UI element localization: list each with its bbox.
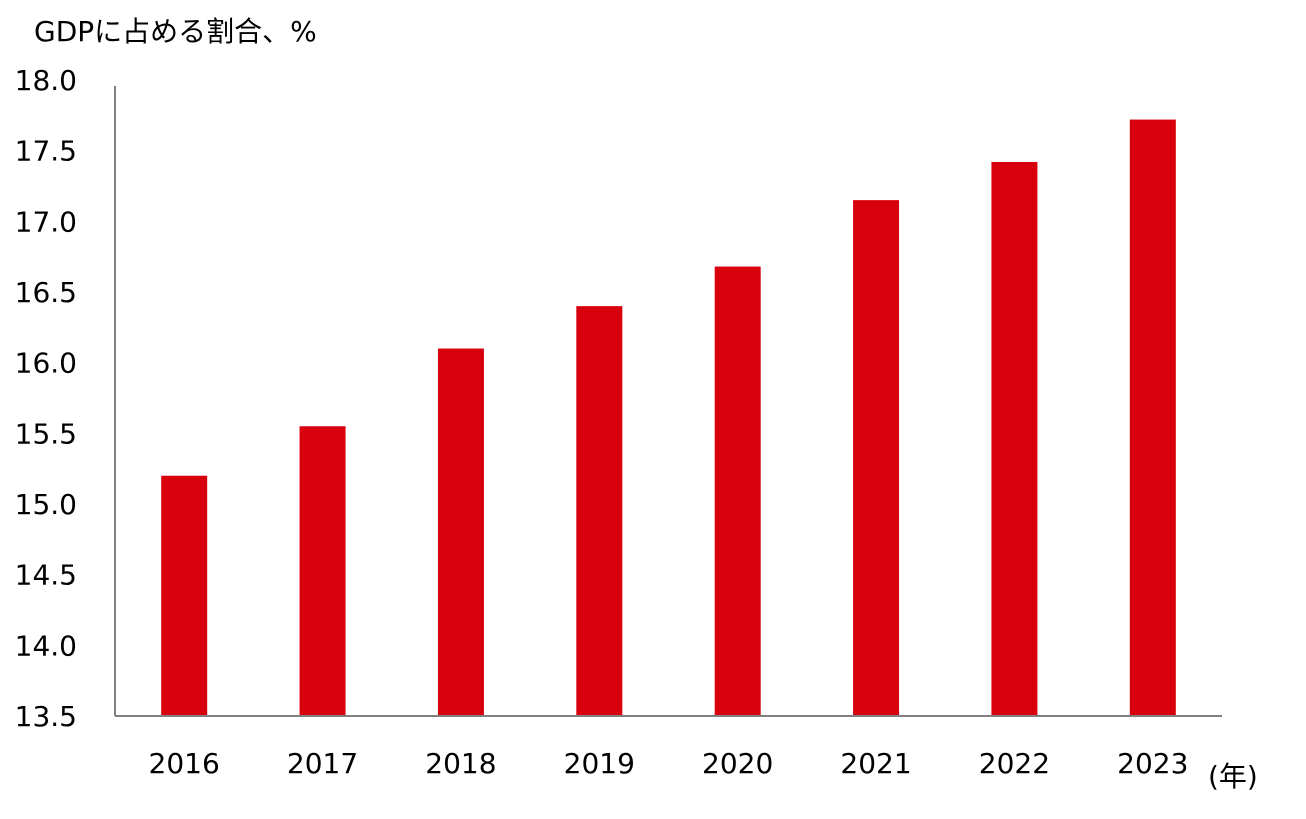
x-tick-label: 2017 (287, 747, 358, 780)
x-axis-ticks: 2016 2017 2018 2019 2020 2021 2022 2023 (149, 747, 1189, 780)
y-tick-label: 17.5 (15, 135, 77, 168)
y-tick-label: 14.5 (15, 559, 77, 592)
y-tick-label: 16.5 (15, 276, 77, 309)
x-tick-label: 2020 (702, 747, 773, 780)
bar (576, 306, 623, 716)
bars (161, 119, 1176, 717)
bar (299, 426, 346, 716)
y-tick-label: 17.0 (15, 205, 77, 238)
bar (714, 266, 761, 716)
x-axis-unit: (年) (1208, 760, 1258, 793)
x-tick-label: 2023 (1117, 747, 1188, 780)
y-axis-ticks: 13.5 14.0 14.5 15.0 15.5 16.0 16.5 17.0 17.5 18.0 (15, 64, 77, 733)
y-axis-title: GDPに占める割合、% (34, 15, 317, 48)
y-tick-label: 16.0 (15, 347, 77, 380)
bar (437, 348, 484, 716)
x-tick-label: 2018 (425, 747, 496, 780)
bar (1129, 119, 1176, 716)
bar (991, 161, 1038, 716)
x-tick-label: 2021 (840, 747, 911, 780)
x-tick-label: 2016 (149, 747, 220, 780)
y-tick-label: 15.5 (15, 417, 77, 450)
y-tick-label: 13.5 (15, 700, 77, 733)
y-tick-label: 15.0 (15, 488, 77, 521)
bar (853, 200, 900, 717)
x-tick-label: 2022 (979, 747, 1050, 780)
x-tick-label: 2019 (564, 747, 635, 780)
y-tick-label: 14.0 (15, 629, 77, 662)
bar (161, 475, 208, 716)
y-tick-label: 18.0 (15, 64, 77, 97)
